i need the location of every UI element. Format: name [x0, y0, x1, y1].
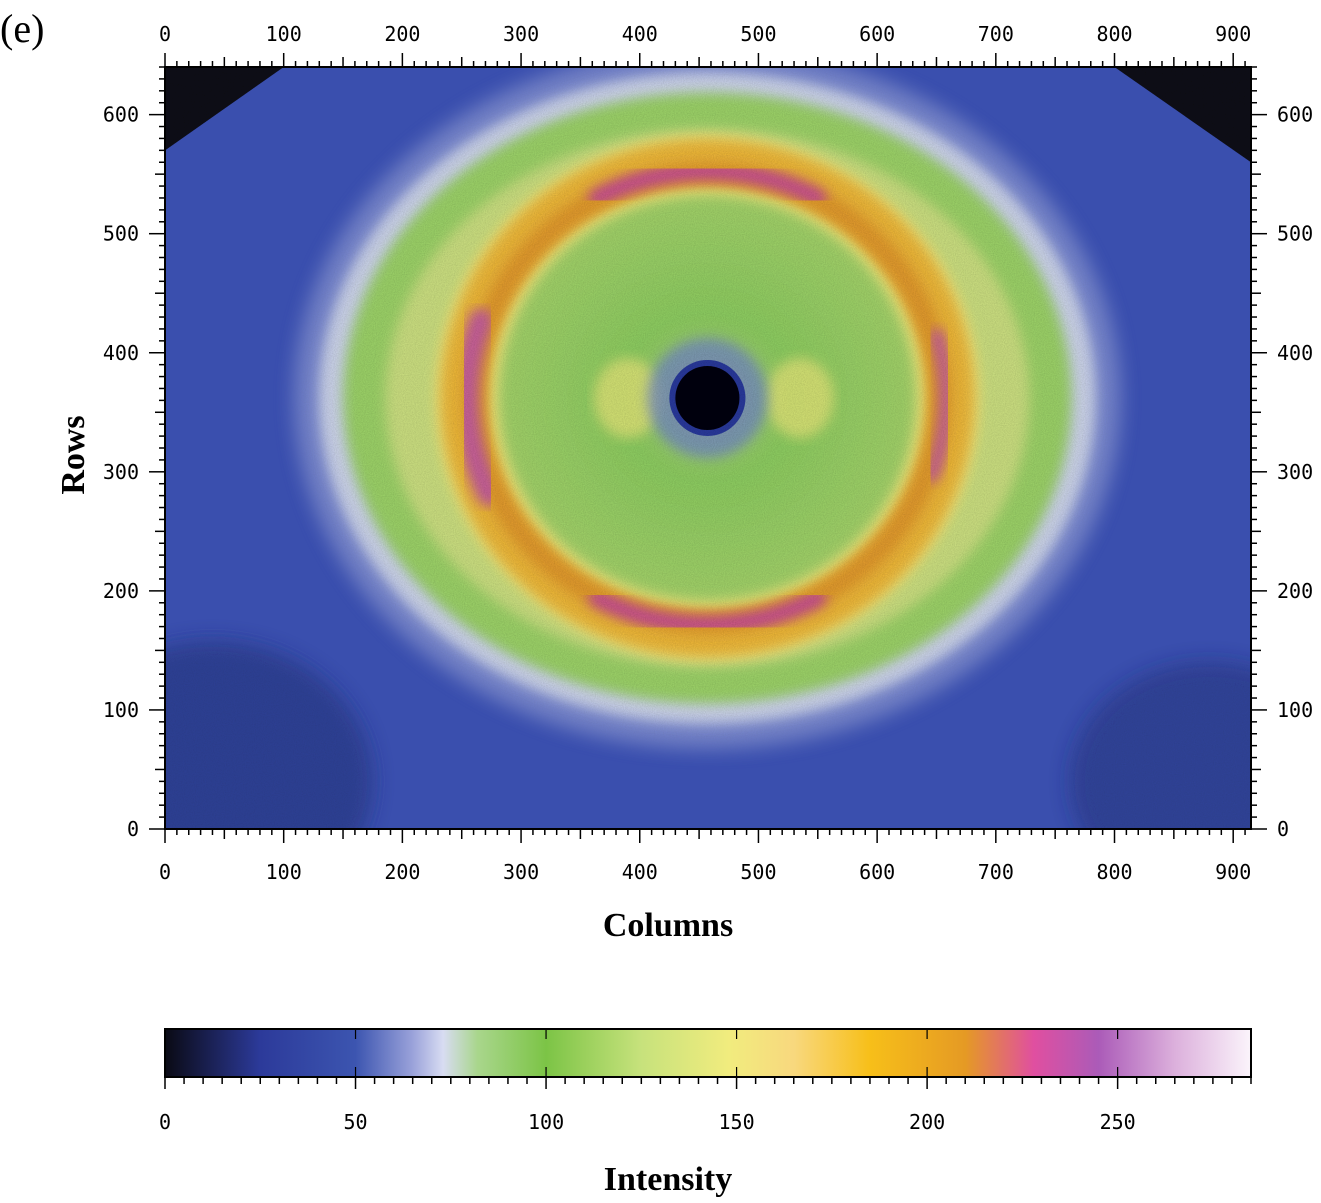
- x-tick-label-bottom: 100: [266, 860, 302, 884]
- shade-bottom-right: [1069, 661, 1251, 829]
- x-tick-label-bottom: 900: [1215, 860, 1251, 884]
- inner-lobe-right: [765, 357, 834, 438]
- colorbar-gradient: [164, 1028, 1252, 1078]
- y-tick-label-left: 500: [103, 222, 139, 246]
- beamstop: [675, 365, 740, 431]
- panel-label: (e): [0, 6, 44, 51]
- colorbar-tick-label: 200: [909, 1110, 945, 1134]
- colorbar-tick-label: 50: [343, 1110, 367, 1134]
- x-tick-label-bottom: 300: [503, 860, 539, 884]
- x-tick-label-bottom: 800: [1096, 860, 1132, 884]
- y-tick-label-right: 600: [1277, 103, 1313, 127]
- colorbar-ticks: 0 50 100 150 200 250: [159, 1029, 1252, 1134]
- y-tick-label-left: 100: [103, 698, 139, 722]
- colorbar: 0 50 100 150 200 250 Intensity: [159, 1028, 1252, 1198]
- ring-peak-left: [454, 308, 501, 506]
- x-tick-label-top: 800: [1096, 22, 1132, 46]
- y-tick-label-right: 100: [1277, 698, 1313, 722]
- colorbar-tick-label: 250: [1100, 1110, 1136, 1134]
- detector-corner-top-right: [1114, 67, 1251, 163]
- heatmap-plot: [165, 67, 1251, 829]
- inner-lobe-left: [593, 357, 662, 438]
- x-tick-label-bottom: 400: [622, 860, 658, 884]
- x-tick-label-top: 200: [384, 22, 420, 46]
- y-axis-title: Rows: [55, 415, 92, 494]
- ring-peak-right: [925, 328, 954, 483]
- x-tick-label-top: 100: [266, 22, 302, 46]
- y-tick-label-right: 500: [1277, 222, 1313, 246]
- x-tick-label-bottom: 500: [740, 860, 776, 884]
- ring-peak-bottom: [588, 589, 827, 634]
- y-tick-label-left: 200: [103, 579, 139, 603]
- x-tick-label-bottom: 0: [159, 860, 171, 884]
- y-tick-label-right: 400: [1277, 341, 1313, 365]
- x-tick-label-bottom: 200: [384, 860, 420, 884]
- heatmap-features: [165, 67, 1251, 829]
- colorbar-tick-label: 150: [719, 1110, 755, 1134]
- x-tick-label-top: 600: [859, 22, 895, 46]
- y-tick-label-left: 400: [103, 341, 139, 365]
- colorbar-tick-label: 100: [528, 1110, 564, 1134]
- x-axis-title: Columns: [603, 907, 733, 944]
- x-tick-label-bottom: 700: [978, 860, 1014, 884]
- y-tick-label-right: 0: [1277, 817, 1289, 841]
- x-tick-label-bottom: 600: [859, 860, 895, 884]
- y-tick-label-left: 300: [103, 460, 139, 484]
- ring-peak-top: [588, 162, 827, 207]
- y-tick-label-left: 0: [127, 817, 139, 841]
- x-tick-label-top: 500: [740, 22, 776, 46]
- colorbar-tick-label: 0: [159, 1110, 171, 1134]
- y-tick-label-right: 200: [1277, 579, 1313, 603]
- x-tick-label-top: 700: [978, 22, 1014, 46]
- detector-corner-top-left: [165, 67, 284, 151]
- colorbar-title: Intensity: [604, 1161, 732, 1198]
- shade-bottom-left: [165, 641, 373, 829]
- x-tick-label-top: 900: [1215, 22, 1251, 46]
- x-tick-label-top: 0: [159, 22, 171, 46]
- x-tick-label-top: 400: [622, 22, 658, 46]
- axes: 0010010020020030030040040050050060060070…: [103, 22, 1313, 884]
- y-tick-label-left: 600: [103, 103, 139, 127]
- x-tick-label-top: 300: [503, 22, 539, 46]
- y-tick-label-right: 300: [1277, 460, 1313, 484]
